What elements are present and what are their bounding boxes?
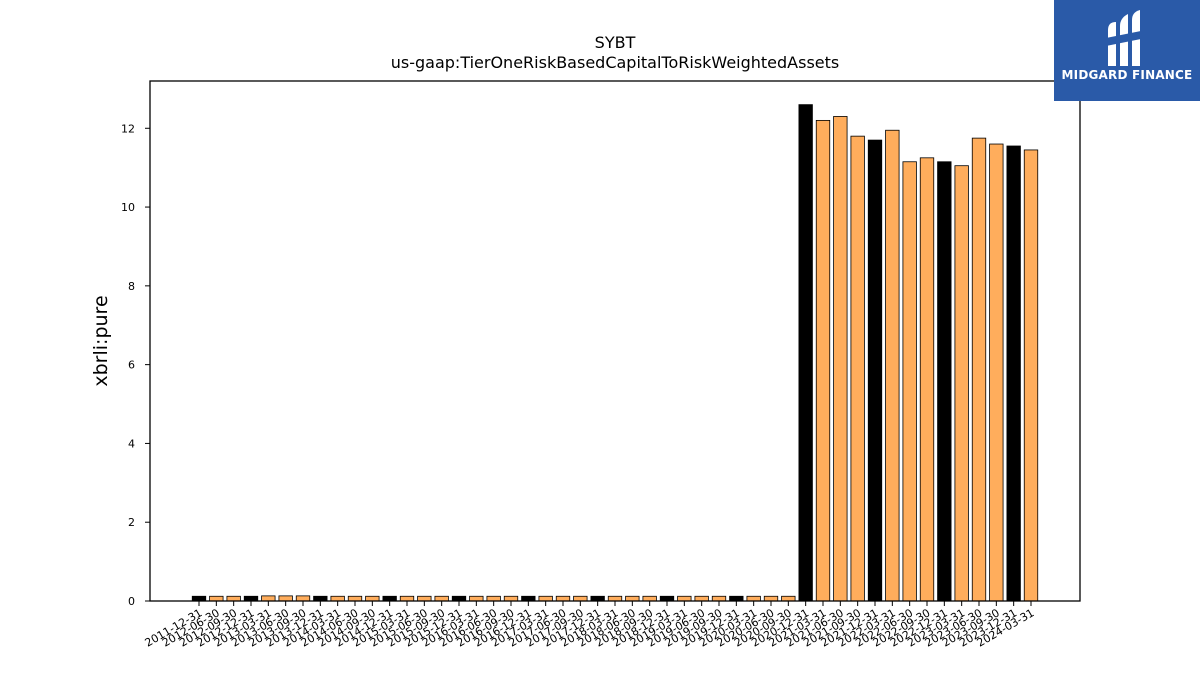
- bar-2014-06-30: [347, 595, 363, 602]
- plot-frame: [149, 80, 1081, 602]
- x-axis-ticks: 2011-12-312012-06-302012-09-302012-12-31…: [143, 601, 1037, 650]
- bar-2016-06-30: [486, 595, 501, 602]
- bars-group: [191, 104, 1039, 602]
- bar-2019-03-31: [677, 595, 692, 602]
- bar-2014-09-30: [365, 595, 380, 602]
- bar-2023-09-30: [989, 143, 1004, 602]
- bar-2024-03-31: [1023, 149, 1039, 602]
- bar-2021-09-30: [850, 135, 865, 602]
- bar-2023-03-31: [954, 165, 969, 602]
- bar-2012-12-31: [243, 595, 259, 602]
- bar-2015-12-31: [451, 595, 467, 602]
- bar-2018-03-31: [607, 595, 623, 602]
- bar-2015-03-31: [399, 595, 415, 602]
- bar-2022-12-31: [937, 161, 952, 602]
- bar-2013-09-30: [295, 595, 311, 602]
- y-tick-label: 12: [121, 122, 135, 135]
- bar-2020-06-30: [763, 595, 779, 602]
- brand-name: MIDGARD FINANCE: [1061, 68, 1193, 82]
- bar-2021-03-31: [815, 119, 831, 602]
- brand-mark-icon: [1106, 10, 1146, 66]
- bar-2014-12-31: [382, 595, 397, 602]
- bar-2018-06-30: [625, 595, 640, 602]
- chart-title: SYBT: [595, 33, 636, 52]
- bar-2019-09-30: [711, 595, 727, 602]
- bar-2015-09-30: [434, 595, 449, 602]
- y-tick-label: 8: [128, 280, 135, 293]
- y-tick-label: 2: [128, 516, 135, 529]
- bar-2022-09-30: [919, 157, 935, 602]
- bar-2016-03-31: [469, 595, 484, 602]
- bar-2017-03-31: [538, 595, 553, 602]
- bar-2020-03-31: [746, 595, 761, 602]
- bar-2017-09-30: [573, 595, 588, 602]
- chart-subtitle: us-gaap:TierOneRiskBasedCapitalToRiskWei…: [391, 53, 840, 72]
- bar-2016-09-30: [503, 595, 519, 602]
- brand-logo: MIDGARD FINANCE: [1054, 0, 1200, 101]
- y-tick-label: 10: [121, 201, 135, 214]
- bar-2022-03-31: [885, 129, 900, 602]
- bar-2013-06-30: [278, 595, 293, 602]
- bar-2012-06-30: [209, 595, 224, 602]
- bar-2019-12-31: [729, 595, 744, 602]
- bar-2014-03-31: [330, 595, 345, 602]
- bar-2013-12-31: [313, 595, 328, 602]
- bar-2015-06-30: [417, 595, 432, 602]
- bar-2013-03-31: [261, 595, 276, 602]
- bar-2020-12-31: [798, 104, 813, 602]
- bar-2018-09-30: [642, 595, 657, 602]
- bar-2019-06-30: [694, 595, 709, 602]
- y-axis-ticks: 0 2 4 6 8 10 12: [121, 122, 150, 608]
- y-tick-label: 0: [128, 595, 135, 608]
- y-tick-label: 6: [128, 359, 135, 372]
- bar-2021-06-30: [833, 116, 848, 602]
- bar-2023-06-30: [971, 137, 987, 602]
- bar-2021-12-31: [867, 139, 883, 602]
- bar-2012-09-30: [226, 595, 241, 602]
- bar-2018-12-31: [659, 595, 675, 602]
- bar-2011-12-31: [191, 595, 207, 602]
- y-axis-label: xbrli:pure: [90, 295, 112, 386]
- bar-2023-12-31: [1006, 145, 1021, 602]
- bar-2022-06-30: [902, 161, 917, 602]
- bar-2020-09-30: [781, 595, 796, 602]
- y-tick-label: 4: [128, 437, 135, 450]
- bar-2017-06-30: [555, 595, 571, 602]
- bar-2017-12-31: [590, 595, 605, 602]
- bar-2016-12-31: [521, 595, 536, 602]
